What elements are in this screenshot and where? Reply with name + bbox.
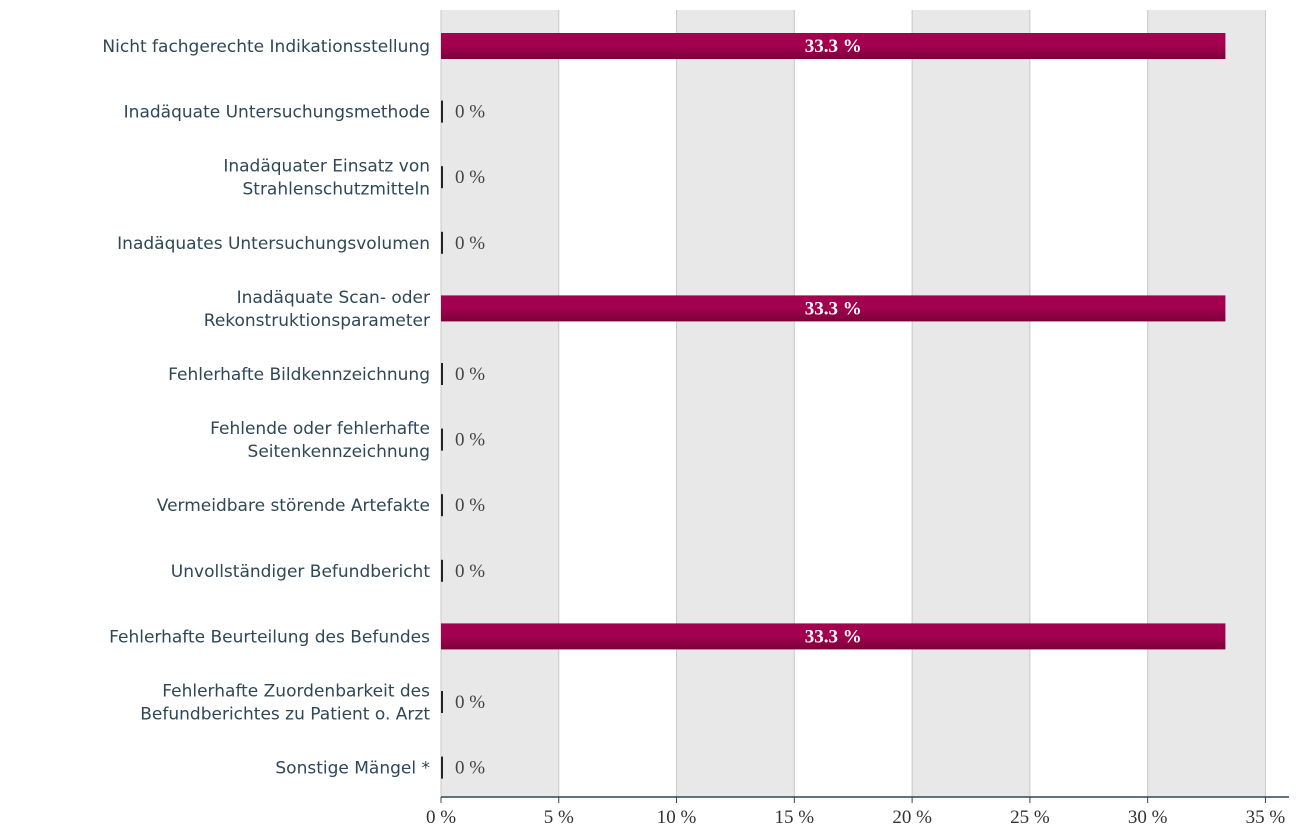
x-tick-label: 20 % (892, 807, 932, 828)
bar (441, 363, 443, 385)
bar (441, 428, 443, 451)
x-tick-label: 25 % (1010, 807, 1050, 828)
value-label: 0 % (455, 364, 485, 385)
value-label: 0 % (455, 102, 485, 123)
bar (441, 166, 443, 189)
category-label: Inadäquate Scan- oder Rekonstruktionspara… (204, 288, 430, 331)
category-label: Inadäquates Untersuchungsvolumen (117, 234, 430, 254)
category-label: Fehlende oder fehlerhafte Seitenkennzeich… (210, 419, 430, 462)
bar (441, 33, 1226, 59)
grid-band (912, 10, 1030, 797)
category-label: Fehlerhafte Beurteilung des Befundes (109, 627, 430, 647)
category-label: Inadäquate Untersuchungsmethode (124, 103, 430, 123)
grid-band (441, 10, 559, 797)
grid-band (1147, 10, 1266, 797)
value-label: 0 % (455, 167, 485, 188)
category-label: Inadäquater Einsatz von Strahlenschutzmit… (223, 157, 430, 200)
value-label: 0 % (455, 430, 485, 451)
value-label: 0 % (455, 561, 485, 582)
category-label: Unvollständiger Befundbericht (171, 562, 431, 582)
bar (441, 691, 443, 713)
value-label: 0 % (455, 495, 485, 516)
x-tick-label: 30 % (1128, 807, 1168, 828)
bar (441, 295, 1226, 322)
bar (441, 756, 443, 779)
bar (441, 494, 443, 517)
value-label: 0 % (455, 692, 485, 713)
category-label: Fehlerhafte Bildkennzeichnung (168, 365, 430, 385)
bar (441, 100, 443, 123)
value-label: 33.3 % (805, 298, 862, 319)
grid-band (676, 10, 795, 797)
category-label: Vermeidbare störende Artefakte (157, 496, 430, 516)
x-tick-label: 10 % (657, 807, 697, 828)
value-label: 33.3 % (805, 626, 862, 647)
category-label: Sonstige Mängel * (275, 759, 430, 779)
bar (441, 231, 443, 254)
value-label: 33.3 % (805, 36, 862, 57)
category-label: Nicht fachgerechte Indikationsstellung (102, 37, 430, 57)
bar (441, 559, 443, 582)
value-label: 0 % (455, 758, 485, 779)
x-tick-label: 5 % (544, 807, 574, 828)
x-tick-label: 15 % (775, 807, 815, 828)
value-label: 0 % (455, 233, 485, 254)
bar (441, 623, 1226, 650)
category-label: Fehlerhafte Zuordenbarkeit des Befundberi… (140, 682, 430, 725)
x-tick-label: 35 % (1246, 807, 1286, 828)
x-tick-label: 0 % (426, 807, 456, 828)
